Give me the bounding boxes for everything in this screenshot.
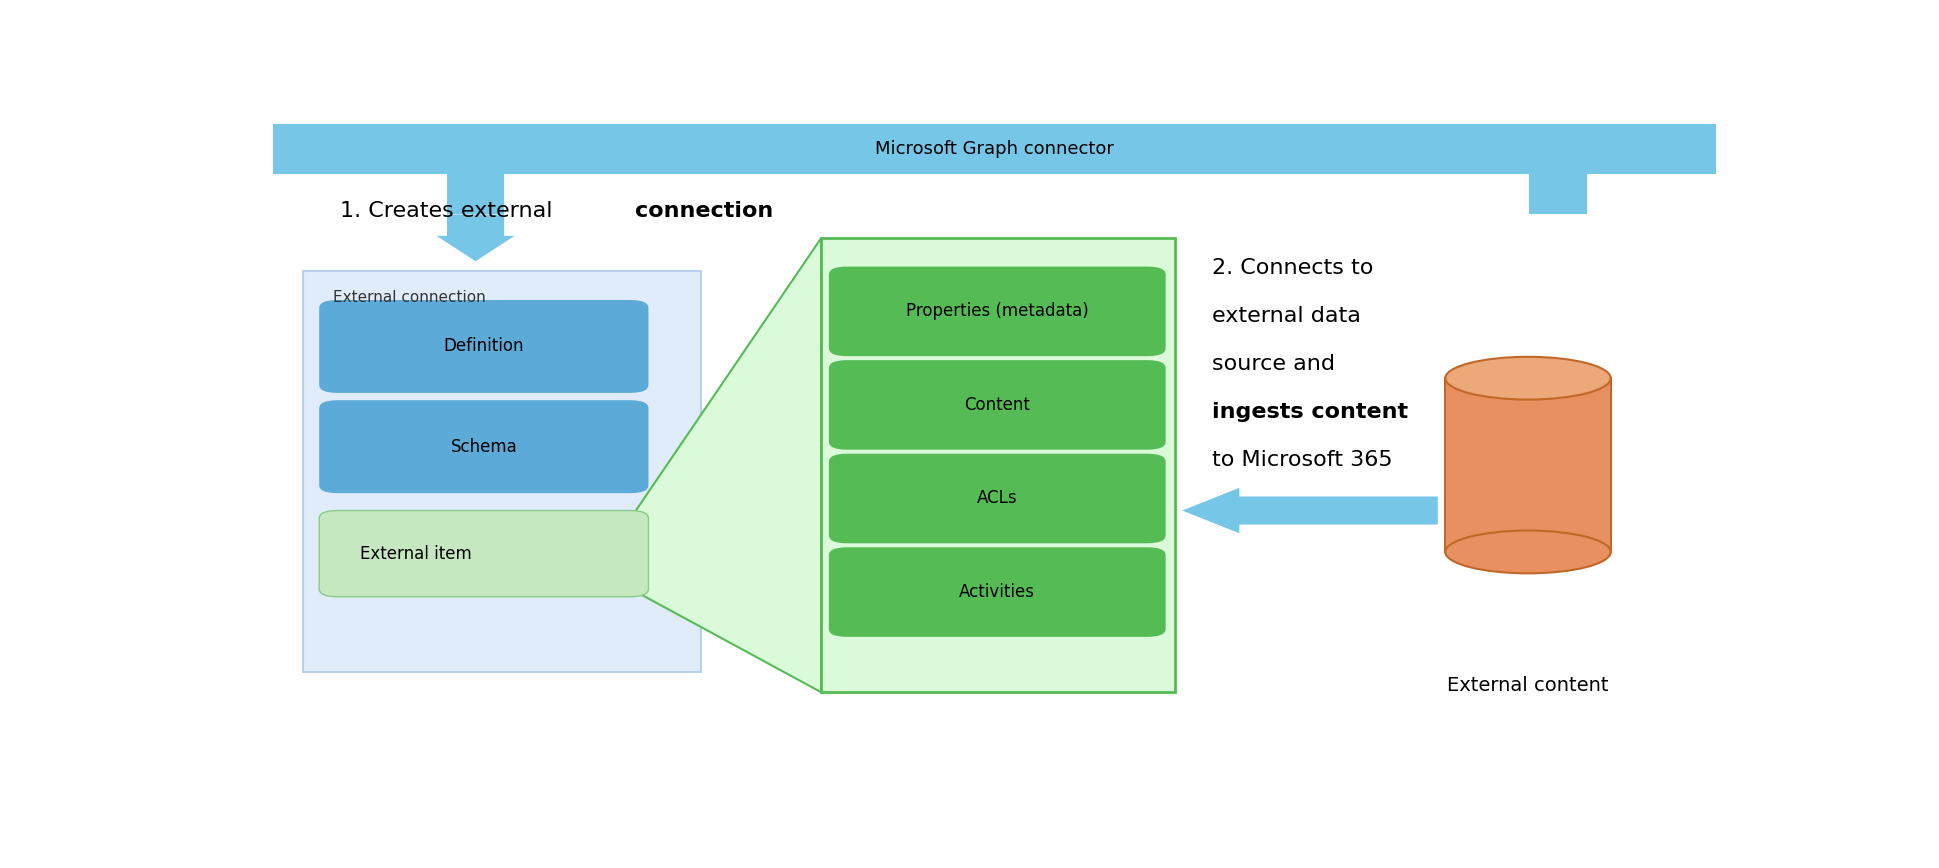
FancyArrow shape [1181,488,1437,533]
FancyBboxPatch shape [828,360,1165,450]
Text: to Microsoft 365: to Microsoft 365 [1212,450,1392,470]
Text: source and: source and [1212,354,1334,374]
FancyBboxPatch shape [320,300,648,393]
Polygon shape [630,238,820,693]
Bar [1528,174,1586,214]
Text: Definition: Definition [444,338,524,355]
Ellipse shape [1445,530,1609,574]
Text: External item: External item [359,544,471,562]
Bar [271,124,1714,174]
Text: 1. Creates external: 1. Creates external [339,201,560,221]
Bar [446,174,504,214]
FancyBboxPatch shape [828,548,1165,637]
Text: External content: External content [1446,675,1607,694]
Ellipse shape [1445,357,1609,399]
Bar [820,238,1173,693]
FancyBboxPatch shape [320,400,648,493]
Text: ACLs: ACLs [977,490,1018,508]
FancyBboxPatch shape [828,266,1165,356]
Text: Microsoft Graph connector: Microsoft Graph connector [874,141,1113,158]
FancyBboxPatch shape [828,454,1165,543]
Text: Schema: Schema [450,437,518,456]
Text: external data: external data [1212,306,1361,326]
Text: External connection: External connection [332,290,485,305]
Text: ingests content: ingests content [1212,402,1408,422]
Bar [302,271,700,672]
Text: connection: connection [634,201,774,221]
FancyBboxPatch shape [320,510,648,596]
Text: 2. Connects to: 2. Connects to [1212,258,1373,278]
Text: Properties (metadata): Properties (metadata) [906,302,1088,320]
Text: Activities: Activities [958,583,1035,601]
Text: Content: Content [964,396,1030,414]
FancyArrow shape [436,214,514,261]
Bar [1445,378,1609,552]
